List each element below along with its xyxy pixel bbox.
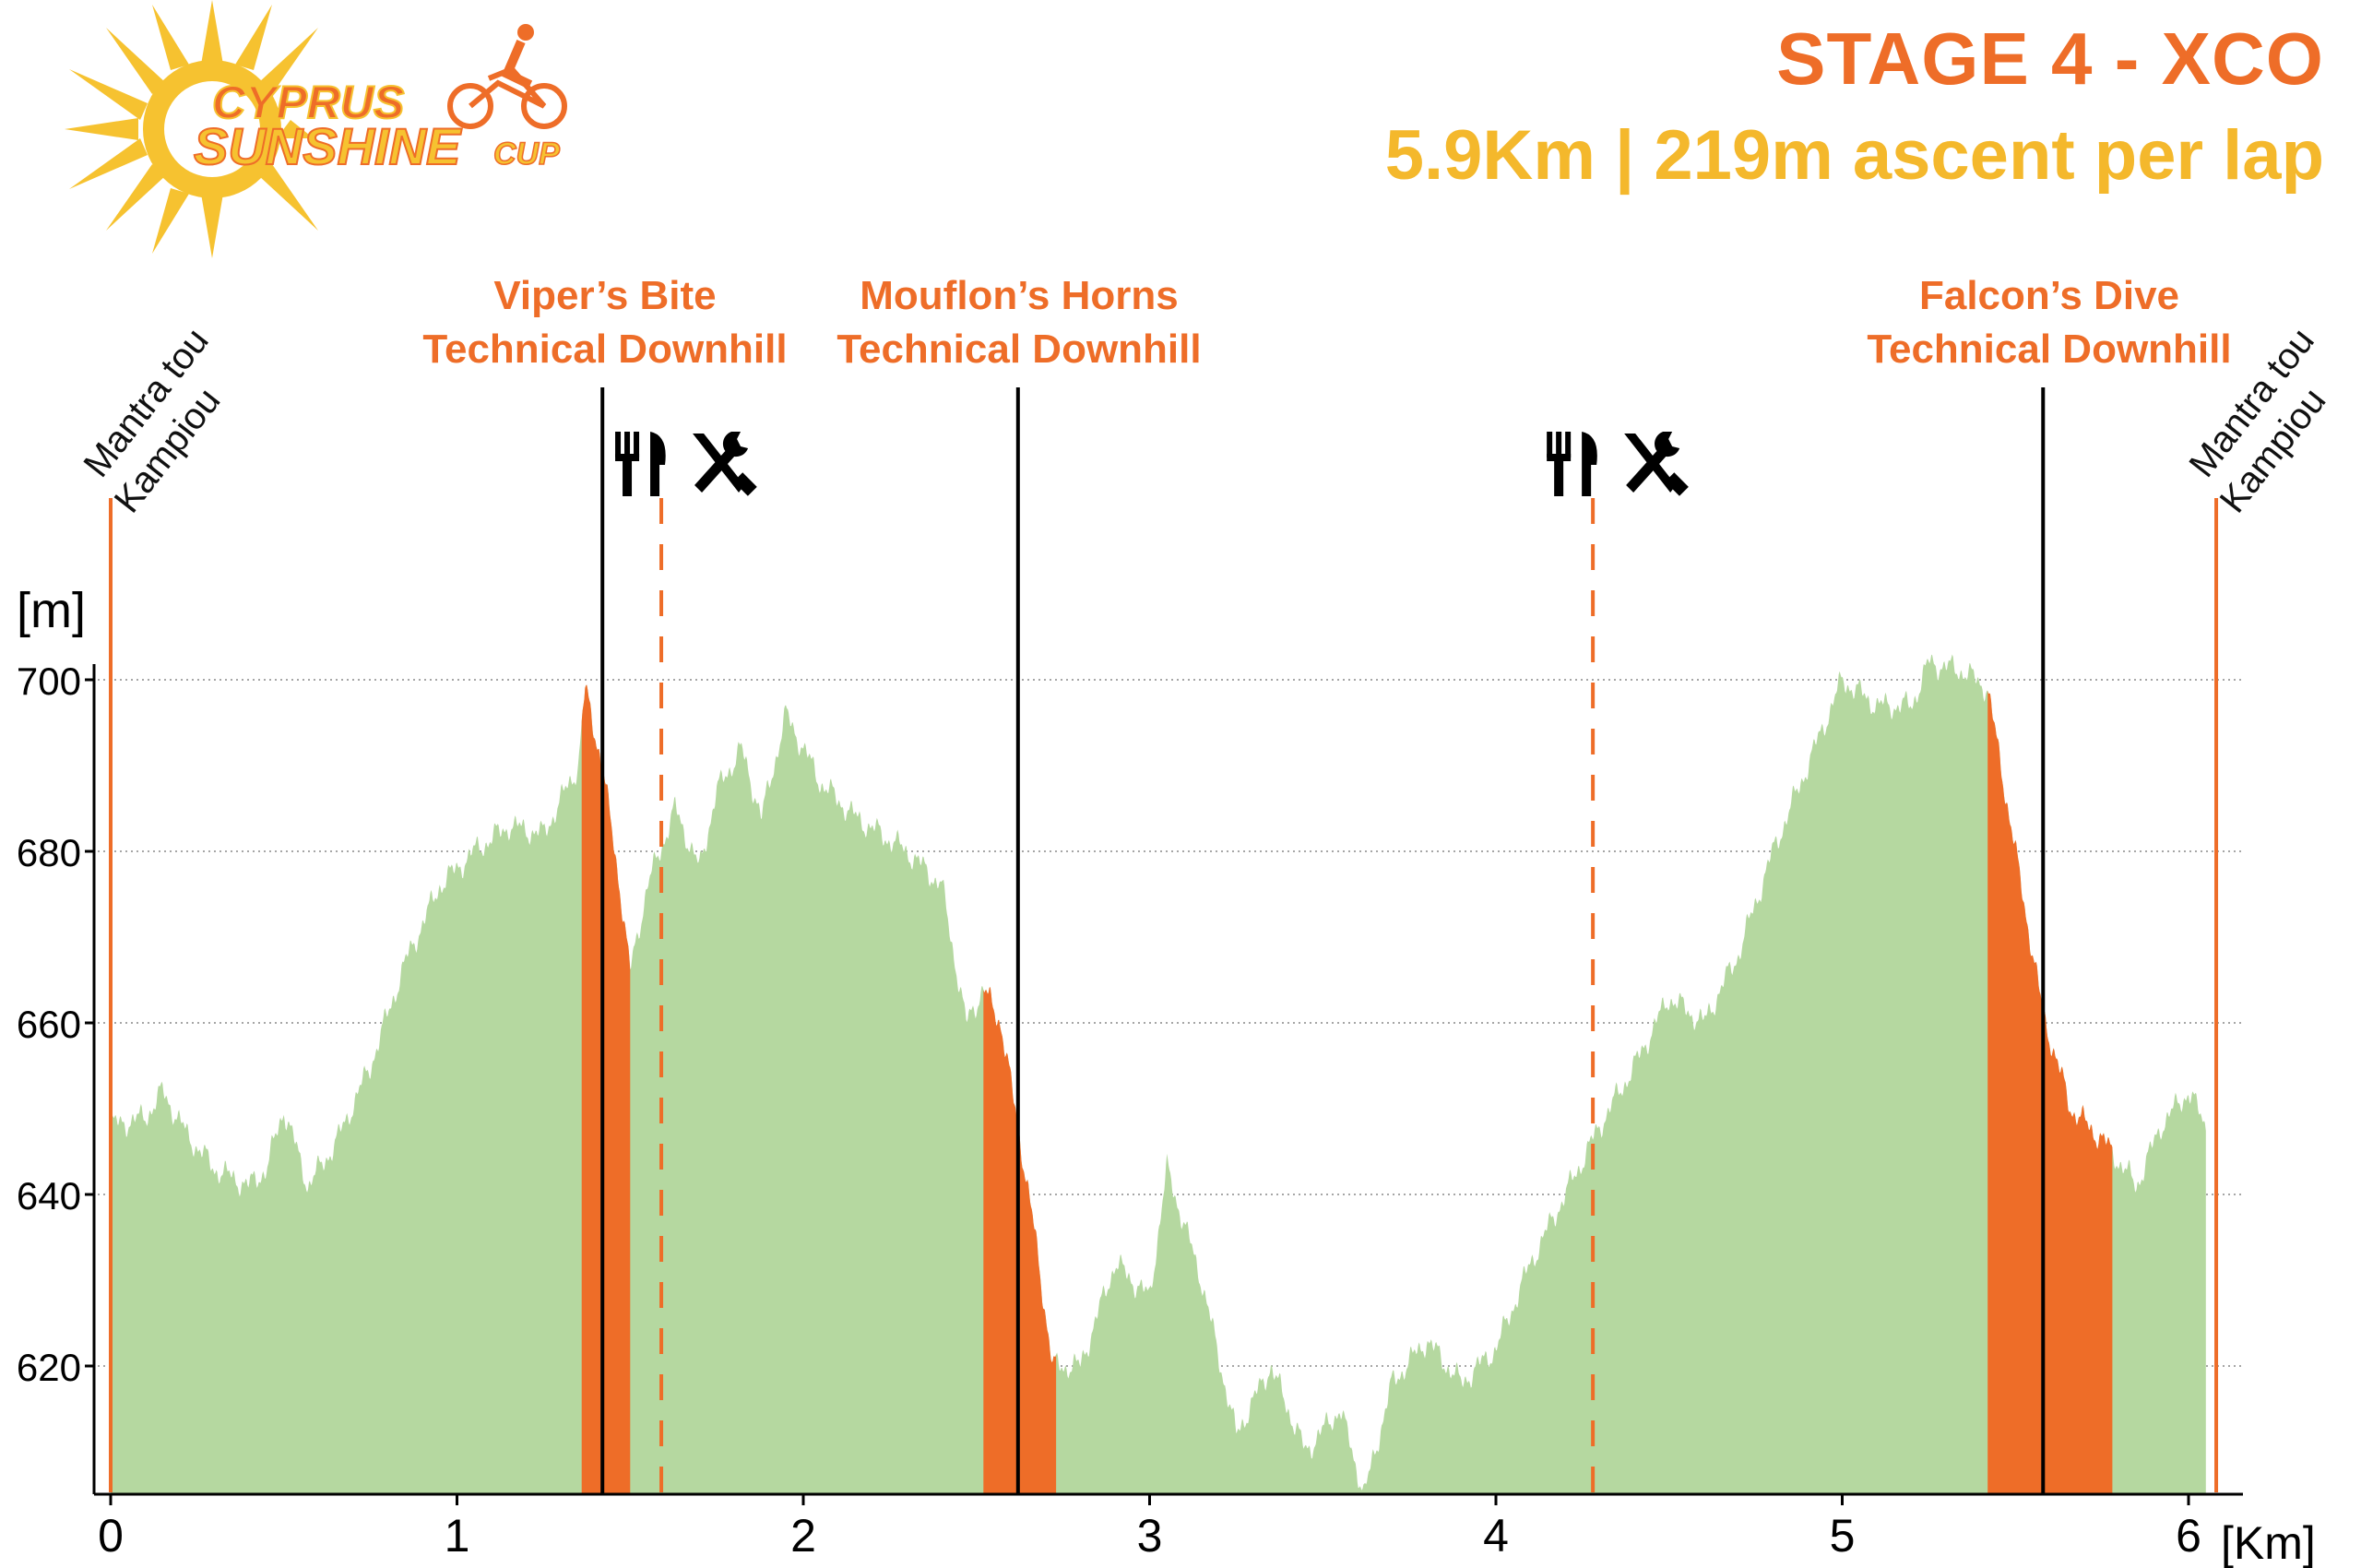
- fork-knife-icon: [1547, 432, 1597, 496]
- logo-text-cup: CUP: [493, 137, 560, 172]
- fork-neck: [1547, 454, 1572, 461]
- wrench-screwdriver-icon: [693, 432, 757, 496]
- cyprus-sunshine-cup-logo: CYPRUS SUNSHINE CUP: [65, 0, 567, 258]
- fork-neck: [615, 454, 640, 461]
- fork-handle: [623, 459, 633, 496]
- technical-downhill-name: Falcon’s Dive: [1919, 273, 2179, 318]
- technical-downhill-name: Viper’s Bite: [493, 273, 716, 318]
- fork-tine: [1547, 432, 1553, 457]
- sun-icon: [65, 0, 318, 258]
- cyclist-icon: [447, 24, 567, 129]
- fork-tine: [624, 432, 631, 457]
- wrench-handle: [694, 448, 736, 493]
- fork-tine: [615, 432, 622, 457]
- y-tick-label: 700: [17, 659, 81, 703]
- fork-tine: [1556, 432, 1562, 457]
- technical-downhill-subtitle: Technical Downhill: [422, 327, 787, 372]
- downhill-section: [1987, 690, 2113, 1495]
- stage-title: STAGE 4 - XCO: [1776, 18, 2324, 100]
- x-tick-label: 0: [98, 1510, 124, 1562]
- x-tick-label: 5: [1830, 1510, 1856, 1562]
- x-tick-label: 1: [445, 1510, 470, 1562]
- x-tick-label: 4: [1483, 1510, 1509, 1562]
- fork-handle: [1554, 459, 1564, 496]
- x-tick-label: 6: [2176, 1510, 2201, 1562]
- y-tick-label: 640: [17, 1174, 81, 1218]
- fork-tine: [634, 432, 640, 457]
- y-tick-label: 660: [17, 1003, 81, 1046]
- fork-tine: [1565, 432, 1572, 457]
- downhill-section: [581, 684, 631, 1495]
- y-tick-label: 620: [17, 1346, 81, 1389]
- wrench-handle: [1626, 448, 1667, 493]
- y-tick-label: 680: [17, 831, 81, 874]
- y-axis-label: [m]: [17, 583, 86, 638]
- x-tick-label: 3: [1137, 1510, 1163, 1562]
- elevation-area: [111, 654, 2206, 1495]
- knife-blade: [1582, 432, 1597, 496]
- fork-knife-icon: [615, 432, 666, 496]
- logo-text-cyprus: CYPRUS: [212, 77, 404, 128]
- technical-downhill-subtitle: Technical Downhill: [1867, 327, 2231, 372]
- wrench-screwdriver-icon: [1624, 432, 1689, 496]
- screwdriver-handle: [1665, 472, 1689, 496]
- stage-subtitle: 5.9Km | 219m ascent per lap: [1384, 116, 2324, 195]
- logo-text-sunshine: SUNSHINE: [194, 117, 462, 175]
- screwdriver-handle: [733, 472, 757, 496]
- technical-downhill-subtitle: Technical Downhill: [836, 327, 1201, 372]
- x-axis-label: [Km]: [2221, 1517, 2316, 1568]
- x-tick-label: 2: [790, 1510, 816, 1562]
- knife-blade: [650, 432, 666, 496]
- technical-downhill-name: Mouflon’s Horns: [860, 273, 1178, 318]
